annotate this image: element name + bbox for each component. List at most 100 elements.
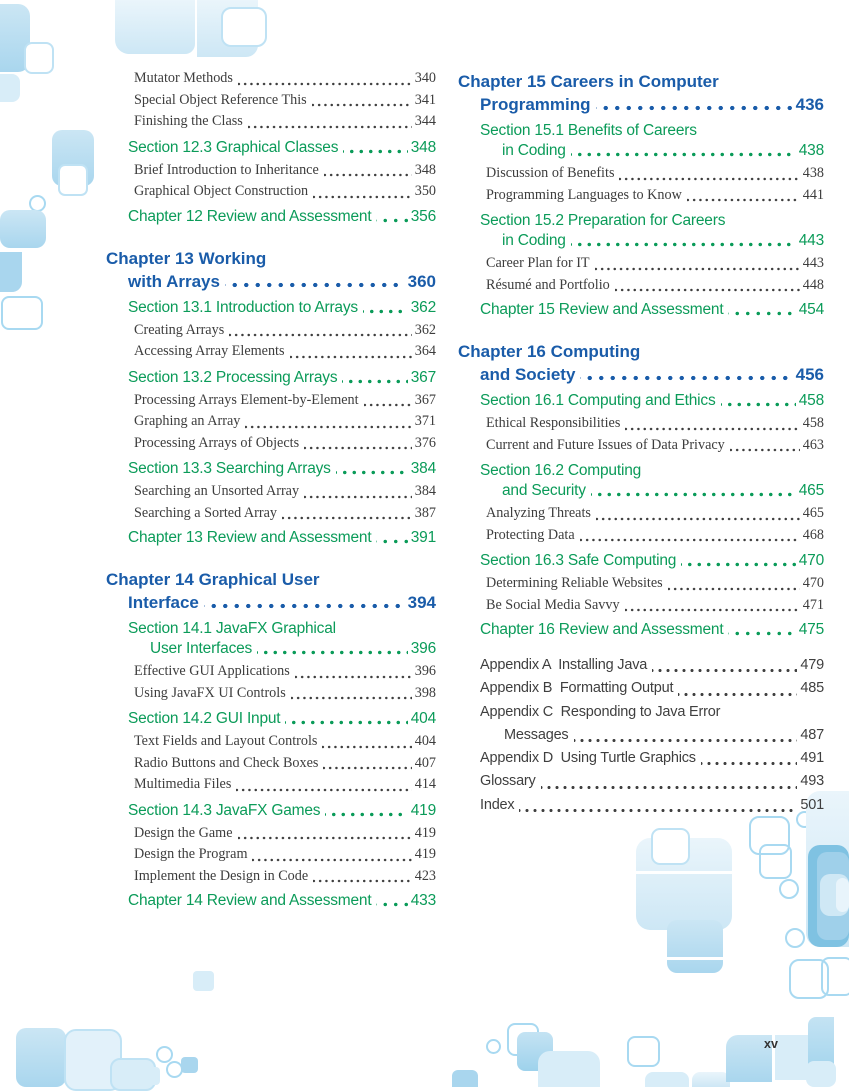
dot-leader [619, 163, 800, 185]
toc-entry-label: Section 14.3 JavaFX Games [128, 801, 321, 819]
toc-line: Section 16.3 Safe Computing 470 [458, 551, 824, 571]
toc-line: Processing Arrays of Objects 376 [106, 432, 436, 454]
dot-leader [728, 300, 796, 320]
toc-entry-sub: Résumé and Portfolio 448 [458, 274, 824, 296]
toc-entry-review: Chapter 15 Review and Assessment 454 [458, 300, 824, 320]
toc-line: Chapter 15 Review and Assessment 454 [458, 300, 824, 320]
toc-line: Radio Buttons and Check Boxes 407 [106, 752, 436, 774]
decor-tile [692, 1072, 730, 1087]
toc-entry-sub: Determining Reliable Websites 470 [458, 573, 824, 595]
toc-entry-section: Section 13.2 Processing Arrays 367 [106, 367, 436, 388]
toc-page-number: 493 [800, 773, 824, 790]
toc-entry-label: Implement the Design in Code [134, 867, 309, 884]
toc-entry-chapter: Chapter 14 Graphical User Interface 394 [106, 568, 436, 614]
toc-page-number: 404 [410, 710, 436, 727]
toc-page-number: 468 [802, 526, 824, 543]
toc-line: Protecting Data 468 [458, 524, 824, 546]
toc-entry-sub: Creating Arrays 362 [106, 319, 436, 341]
toc-entry-label: Processing Arrays of Objects [134, 434, 300, 451]
toc-line: Chapter 14 Review and Assessment 433 [106, 891, 436, 911]
toc-page-number: 454 [798, 301, 824, 318]
toc-page-number: 362 [414, 321, 436, 338]
toc-entry-label: Chapter 13 Working [106, 248, 267, 268]
toc-entry-label: Chapter 15 Review and Assessment [480, 301, 724, 318]
toc-line: Section 14.3 JavaFX Games 419 [106, 800, 436, 821]
dot-leader [304, 481, 412, 503]
toc-entry-label: Appendix B Formatting Output [480, 680, 674, 697]
toc-entry-label: Section 16.1 Computing and Ethics [480, 392, 716, 409]
toc-entry-label: Index [480, 796, 515, 813]
toc-page-number: 391 [410, 529, 436, 546]
toc-entry-sub: Ethical Responsibilities 458 [458, 413, 824, 435]
toc-entry-section: Section 16.3 Safe Computing 470 [458, 551, 824, 571]
toc-entry-label: Ethical Responsibilities [486, 415, 621, 431]
toc-page-number: 491 [800, 750, 824, 767]
toc-page-number: 340 [414, 70, 436, 86]
toc-line: Finishing the Class 344 [106, 111, 436, 133]
toc-entry-label: Section 16.3 Safe Computing [480, 552, 677, 569]
dot-leader [229, 319, 412, 341]
decor-tile [24, 42, 54, 74]
toc-entry-label: in Coding [502, 142, 566, 159]
dot-leader [290, 682, 412, 704]
dot-leader [678, 677, 798, 701]
dot-leader [245, 411, 412, 433]
toc-page-number: 423 [414, 867, 436, 884]
decor-circle [156, 1046, 173, 1063]
toc-entry-chapter: Chapter 15 Careers in Computer Programmin… [458, 70, 824, 116]
toc-line: Messages 487 [458, 723, 824, 748]
dot-leader [667, 573, 800, 595]
toc-line: Ethical Responsibilities 458 [458, 413, 824, 435]
dot-leader [325, 800, 408, 821]
toc-entry-label: Programming Languages to Know [486, 186, 682, 203]
toc-entry-label: Protecting Data [486, 526, 575, 543]
toc-line: Chapter 16 Computing [458, 340, 824, 363]
toc-line: Chapter 14 Graphical User [106, 568, 436, 591]
dot-leader [570, 231, 796, 251]
toc-entry-label: Text Fields and Layout Controls [134, 733, 318, 749]
toc-line: Implement the Design in Code 423 [106, 865, 436, 887]
toc-entry-label: Radio Buttons and Check Boxes [134, 754, 319, 771]
decor-tile [806, 1061, 836, 1087]
toc-entry-label: Chapter 14 Graphical User [106, 570, 320, 589]
toc-entry-label: Be Social Media Savvy [486, 596, 620, 613]
toc-entry-appendix: Appendix B Formatting Output 485 [458, 677, 824, 701]
toc-entry-label: Interface [128, 593, 199, 612]
toc-entry-sub: Design the Game 419 [106, 822, 436, 844]
toc-page-number: 371 [414, 413, 436, 429]
dot-leader [681, 551, 796, 571]
decor-tile [58, 164, 88, 196]
toc-line: and Society 456 [458, 363, 824, 386]
decor-tile [789, 959, 829, 999]
toc-entry-label: Multimedia Files [134, 776, 232, 792]
decor-tile [667, 957, 723, 960]
toc-line: Determining Reliable Websites 470 [458, 573, 824, 595]
toc-page-number: 479 [800, 657, 824, 673]
toc-entry-label: Section 12.3 Graphical Classes [128, 138, 339, 156]
toc-page-number: 501 [800, 796, 824, 813]
toc-line: Text Fields and Layout Controls 404 [106, 731, 436, 753]
toc-entry-label: Appendix A Installing Java [480, 657, 648, 673]
toc-entry-sub: Finishing the Class 344 [106, 111, 436, 133]
toc-entry-label: Graphical Object Construction [134, 183, 309, 199]
dot-leader [362, 297, 408, 318]
toc-line: Brief Introduction to Inheritance 348 [106, 159, 436, 181]
toc-entry-sub: Graphical Object Construction 350 [106, 181, 436, 203]
decor-tile [726, 1035, 772, 1082]
toc-page-number: 364 [414, 343, 436, 359]
toc-entry-label: Chapter 14 Review and Assessment [128, 892, 372, 909]
dot-leader [376, 891, 408, 911]
toc-line: Graphical Object Construction 350 [106, 181, 436, 203]
toc-entry-label: Graphing an Array [134, 413, 241, 429]
dot-leader [376, 528, 408, 548]
toc-line: Section 13.1 Introduction to Arrays 362 [106, 297, 436, 318]
dot-leader [625, 413, 800, 435]
toc-entry-sub: Searching a Sorted Array 387 [106, 502, 436, 524]
decor-tile [0, 74, 20, 102]
toc-line: in Coding 438 [458, 141, 824, 161]
toc-line: Chapter 16 Review and Assessment 475 [458, 620, 824, 640]
toc-entry-label: Section 13.1 Introduction to Arrays [128, 298, 358, 316]
toc-line: Mutator Methods 340 [106, 68, 436, 90]
dot-leader [247, 111, 412, 133]
toc-page-number: 470 [802, 575, 824, 591]
